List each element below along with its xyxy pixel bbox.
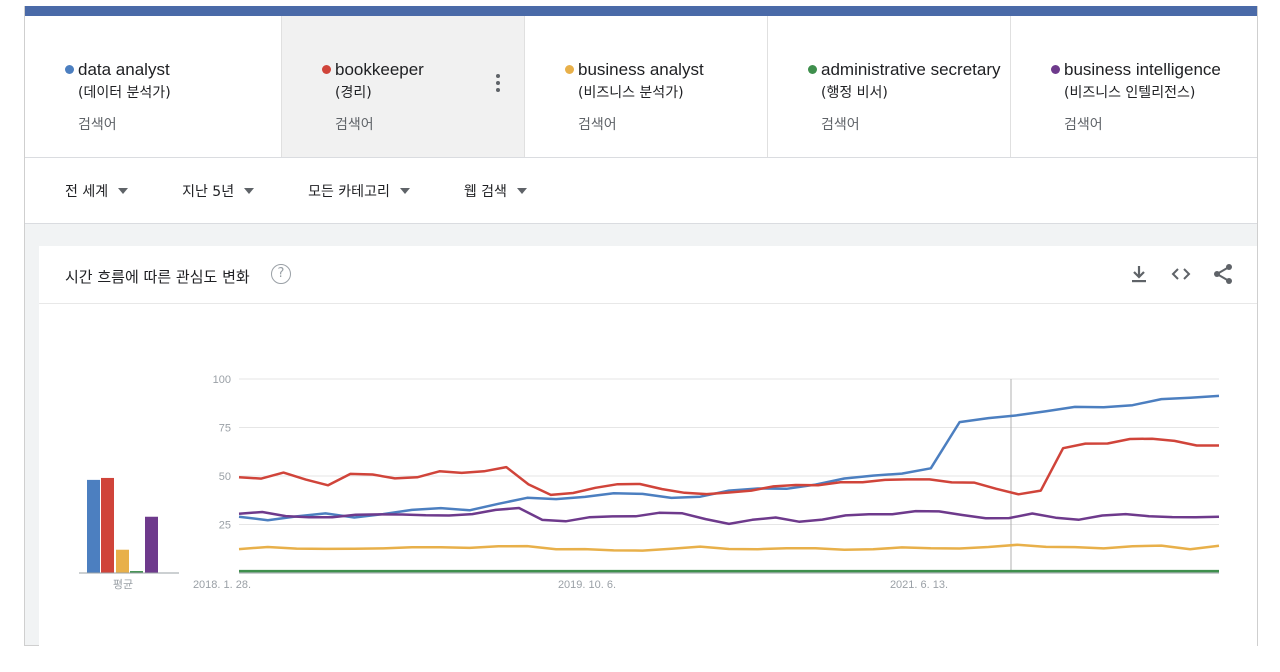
period-label: 지난 5년 <box>182 183 235 200</box>
search-type-dropdown[interactable]: 웹 검색 <box>464 181 527 201</box>
average-bar <box>116 549 129 573</box>
help-icon[interactable]: ? <box>271 264 291 284</box>
trends-frame: data analyst (데이터 분석가) 검색어 bookkeeper (경… <box>24 6 1258 646</box>
filters-bar: 전 세계 지난 5년 모든 카테고리 웹 검색 <box>25 158 1257 224</box>
chevron-down-icon <box>516 187 527 194</box>
x-tick-label: 2018. 1. 28. <box>193 579 251 591</box>
term-name: data analyst <box>78 60 170 79</box>
search-terms-bar: data analyst (데이터 분석가) 검색어 bookkeeper (경… <box>25 16 1257 158</box>
embed-icon[interactable] <box>1169 262 1193 286</box>
term-type: 검색어 <box>78 117 117 133</box>
term-name: bookkeeper <box>335 60 424 79</box>
y-tick-label: 75 <box>219 423 231 435</box>
y-tick-label: 100 <box>213 374 231 386</box>
term-card-business-intelligence[interactable]: business intelligence (비즈니스 인텔리전스) 검색어 <box>1011 16 1254 157</box>
term-type: 검색어 <box>335 117 374 133</box>
term-color-dot <box>1051 65 1060 74</box>
y-tick-label: 25 <box>219 520 231 532</box>
term-card-administrative-secretary[interactable]: administrative secretary (행정 비서) 검색어 <box>768 16 1011 157</box>
card-title: 시간 흐름에 따른 관심도 변화 <box>65 268 250 286</box>
term-card-business-analyst[interactable]: business analyst (비즈니스 분석가) 검색어 <box>525 16 768 157</box>
average-bar <box>130 571 143 573</box>
term-color-dot <box>565 65 574 74</box>
average-bar <box>87 479 100 573</box>
average-bar <box>145 516 158 573</box>
share-icon[interactable] <box>1211 262 1235 286</box>
y-tick-label: 50 <box>219 471 231 483</box>
interest-over-time-card: 시간 흐름에 따른 관심도 변화 ? 100 75 50 25 2018. 1. 28.… <box>39 246 1257 646</box>
top-bar <box>25 6 1257 16</box>
term-type: 검색어 <box>1064 117 1103 133</box>
average-label: 평균 <box>113 578 133 591</box>
x-tick-label: 2021. 6. 13. <box>890 579 948 591</box>
term-type: 검색어 <box>578 117 617 133</box>
region-dropdown[interactable]: 전 세계 <box>65 181 129 201</box>
card-header: 시간 흐름에 따른 관심도 변화 ? <box>39 246 1257 304</box>
period-dropdown[interactable]: 지난 5년 <box>182 181 255 201</box>
category-label: 모든 카테고리 <box>308 183 390 200</box>
download-icon[interactable] <box>1127 262 1151 286</box>
term-subtitle: (비즈니스 인텔리전스) <box>1064 85 1196 101</box>
interest-chart: 100 75 50 25 2018. 1. 28. 2019. 10. 6. 2021. 6… <box>79 374 1220 591</box>
term-color-dot <box>65 65 74 74</box>
term-subtitle: (경리) <box>335 85 372 101</box>
term-card-bookkeeper[interactable]: bookkeeper (경리) 검색어 <box>282 16 525 157</box>
category-dropdown[interactable]: 모든 카테고리 <box>308 181 410 201</box>
term-color-dot <box>322 65 331 74</box>
series-line <box>238 543 1220 552</box>
series-line <box>238 394 1220 522</box>
series-line <box>238 437 1219 497</box>
term-card-data-analyst[interactable]: data analyst (데이터 분석가) 검색어 <box>25 16 282 157</box>
term-name: business intelligence <box>1064 60 1221 79</box>
term-color-dot <box>808 65 817 74</box>
search-type-label: 웹 검색 <box>463 183 507 200</box>
more-options-icon[interactable] <box>496 74 500 95</box>
term-subtitle: (비즈니스 분석가) <box>578 85 684 101</box>
chevron-down-icon <box>244 187 255 194</box>
term-name: business analyst <box>578 60 704 79</box>
x-tick-label: 2019. 10. 6. <box>558 579 616 591</box>
term-subtitle: (데이터 분석가) <box>78 85 171 101</box>
series-line <box>238 506 1220 526</box>
chevron-down-icon <box>118 187 129 194</box>
term-type: 검색어 <box>821 117 860 133</box>
average-bar <box>101 477 114 573</box>
term-subtitle: (행정 비서) <box>821 85 888 101</box>
region-label: 전 세계 <box>65 183 109 200</box>
chevron-down-icon <box>399 187 410 194</box>
term-name: administrative secretary <box>821 60 1001 79</box>
